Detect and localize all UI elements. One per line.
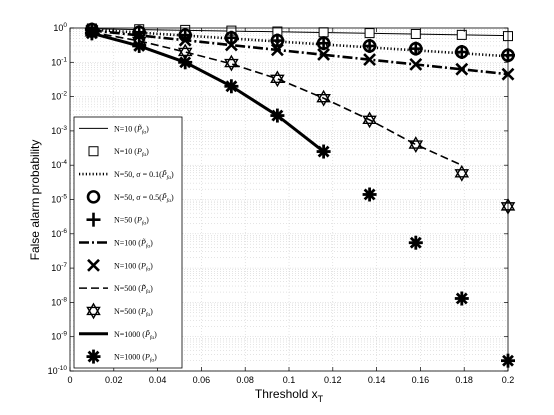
legend-swatch-marker (86, 302, 101, 320)
x-tick-label: 0.12 (324, 375, 342, 385)
series-line-7 (91, 31, 463, 166)
legend-label: N=500 (Pfa) (114, 307, 153, 318)
y-tick-label: 10-4 (51, 159, 67, 170)
series-8-point (362, 111, 377, 129)
legend-swatch-marker (87, 258, 100, 272)
x-tick-label: 0.04 (149, 375, 167, 385)
legend-label: N=10 (P̃fa) (114, 124, 149, 135)
series-8-point (316, 89, 331, 107)
series-10-point (454, 291, 469, 306)
series-8-point (270, 70, 285, 88)
series-8-point (454, 164, 470, 182)
series-6-point (363, 53, 377, 67)
series-6-point (270, 43, 284, 57)
x-axis-label: Threshold xT (255, 387, 324, 404)
x-tick-label: 0.1 (283, 375, 296, 385)
series-1-point (364, 28, 375, 39)
legend-label: N=100 (Pfa) (114, 261, 153, 272)
series-6-point (409, 57, 423, 71)
series-4-point (270, 33, 285, 48)
x-tick-label: 0.14 (368, 375, 386, 385)
series-8-point (224, 54, 239, 72)
series-4-point (454, 44, 469, 59)
x-tick-label: 0.2 (502, 375, 515, 385)
series-1-point (318, 27, 329, 38)
legend-label: N=500 (P̃fa) (114, 284, 153, 295)
series-4-point (408, 41, 423, 56)
x-tick-label: 0.16 (412, 375, 430, 385)
series-6-point (455, 62, 469, 76)
legend-label: N=50 (Pfa) (114, 216, 149, 227)
y-tick-label: 10-2 (51, 91, 67, 102)
legend-swatch-marker (86, 190, 101, 204)
series-8-point (408, 136, 424, 153)
legend-label: N=1000 (Pfa) (114, 353, 157, 364)
series-6-point (178, 33, 192, 47)
y-tick-label: 10-3 (51, 125, 67, 136)
series-line-9 (91, 31, 325, 153)
series-10-point (132, 38, 147, 53)
legend-label: N=50, σ = 0.1(P̃fa) (114, 170, 174, 181)
x-tick-label: 0.08 (236, 375, 254, 385)
series-6-point (317, 47, 331, 61)
legend-label: N=1000 (P̃fa) (114, 329, 157, 340)
legend-label: N=100 (P̃fa) (114, 238, 153, 249)
series-1-point (410, 28, 421, 39)
legend-swatch-marker (88, 146, 99, 157)
series-10-point (84, 26, 99, 41)
legend: N=10 (P̃fa) N=10 (Pfa) N=50, σ = 0.1(P̃fa)… (73, 116, 183, 369)
series-10-point (362, 187, 377, 202)
series-10-point (178, 55, 193, 70)
series-4-point (224, 30, 239, 45)
x-tick-label: 0 (67, 375, 72, 385)
y-tick-label: 10-1 (51, 56, 67, 67)
x-axis-label-text: Threshold x (255, 387, 318, 401)
legend-label: N=50, σ = 0.5(P̃fa) (114, 193, 174, 204)
series-1-point (456, 29, 467, 40)
series-4-point (362, 38, 377, 53)
y-tick-label: 10-7 (51, 262, 67, 273)
y-tick-label: 10-6 (51, 228, 67, 239)
series-line-5 (91, 29, 509, 76)
legend-swatch-marker (86, 212, 101, 227)
y-axis-label: False alarm probability (28, 140, 42, 261)
y-tick-label: 10-10 (48, 365, 68, 376)
legend-swatch-marker (86, 349, 101, 364)
axis-ticks: 0 0.02 0.04 0.06 0.08 0.1 0.12 0.14 0.16 0.18 0.2 1… (48, 22, 515, 385)
y-tick-label: 10-9 (51, 331, 67, 342)
x-tick-label: 0.06 (193, 375, 211, 385)
series-line-0 (91, 28, 509, 37)
series-line-2 (91, 28, 509, 58)
y-tick-label: 100 (53, 22, 67, 33)
series-10-point (270, 108, 285, 123)
x-axis-label-subscript: T (318, 394, 324, 404)
legend-label: N=10 (Pfa) (114, 147, 149, 158)
series-10-point (408, 235, 423, 250)
x-tick-label: 0.02 (105, 375, 123, 385)
x-tick-label: 0.18 (455, 375, 473, 385)
series-10-point (316, 144, 331, 159)
series-4-point (316, 36, 331, 51)
y-tick-label: 10-5 (51, 194, 67, 205)
series-10-point (224, 79, 239, 94)
y-tick-label: 10-8 (51, 296, 67, 307)
series-6-point (224, 38, 238, 52)
